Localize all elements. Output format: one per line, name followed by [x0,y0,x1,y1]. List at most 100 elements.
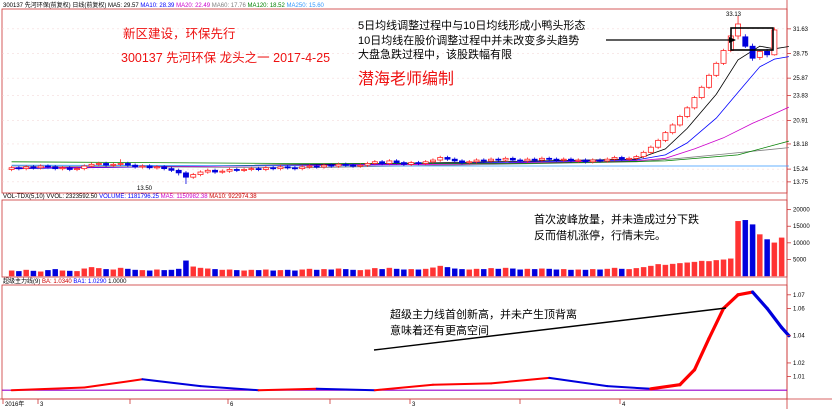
volume-bar [459,269,465,277]
volume-note-line-1: 首次波峰放量，并未造成过分下跌 [534,212,699,226]
volume-bar [313,269,320,277]
indicator-tick-label: 1.07 [793,293,805,299]
legend-entry: MA120: 18.52 [247,3,286,9]
volume-bar [415,269,422,277]
legend-entry: MA60: 17.76 [212,3,248,9]
legend-entry: BA1: 1.0290 [73,279,108,285]
volume-bar [611,267,618,277]
candle-body [59,167,66,170]
candle-body [509,157,516,161]
volume-bar [422,268,429,277]
volume-bar [96,268,102,277]
price-note-line-2: 10日均线在股价调整过程中并未改变多头趋势 [358,33,579,47]
indicator-segment [780,325,791,338]
candle-body [669,124,676,134]
candle-body [749,45,756,59]
date-tick-label: 6 [230,402,234,408]
candle-body [444,157,451,160]
volume-bar [655,264,661,277]
candle-body [415,162,422,165]
candle-body [66,167,73,170]
volume-bar [510,268,516,277]
volume-bar [691,261,698,277]
candle-body [560,158,567,161]
candle-body [735,23,741,37]
candle-body [161,166,168,170]
volume-bar [524,268,531,277]
candle-body [698,86,705,98]
volume-bar [255,270,262,277]
candle-body [335,163,342,167]
volume-bar [292,270,298,277]
price-tick-label: 18.18 [793,142,809,148]
volume-bar [662,264,669,277]
volume-bar [546,268,552,277]
candle-body [480,159,487,162]
volume-bar [350,269,356,277]
candle-body [473,159,480,163]
volume-bar [401,269,407,277]
volume-bar [539,268,545,277]
volume-bar [677,263,683,277]
indicator-segment [199,385,260,392]
candle-body [553,158,560,161]
candle-body [611,157,618,160]
volume-bar [553,269,560,277]
volume-bar [8,270,15,277]
candle-body [255,168,262,171]
volume-bar [590,269,596,277]
volume-bar [749,224,756,277]
indicator-segment [606,385,652,390]
indicator-segment [721,293,740,310]
candle-body [618,157,625,160]
indicator-segment [10,386,86,392]
candle-body [633,156,640,159]
candle-body [393,160,400,164]
candle-body [756,50,763,58]
candle-body [190,174,197,178]
candle-body [626,157,633,160]
volume-bar [306,268,313,277]
volume-bar [386,267,393,277]
indicator-segment [736,290,755,297]
candle-body [706,74,712,88]
candle-body [764,50,771,56]
candle-body [459,160,465,164]
candle-body [52,166,59,170]
legend-entry: MA5: 29.57 [108,3,140,9]
candle-body [568,158,574,162]
indicator-segment [490,376,551,385]
candle-body [684,107,691,117]
indicator-note-line-1: 超级主力线首创新高，并未产生顶背离 [390,307,577,321]
candle-body [531,158,538,161]
volume-bar [393,268,400,277]
volume-bar [241,270,247,277]
volume-bar [626,269,632,277]
candle-body [95,163,102,165]
candle-body [197,171,204,175]
volume-bar [183,260,189,277]
volume-bar [669,263,676,277]
volume-bar [430,267,436,277]
volume-bar [619,268,625,277]
date-tick-label: 2016年 [5,400,24,408]
volume-bar [597,269,603,277]
candle-body [270,167,277,170]
date-tick-label: 4 [622,402,626,408]
volume-bar [575,269,581,277]
candle-body [45,165,51,168]
volume-bar [52,269,58,277]
volume-bar [226,269,233,277]
candle-body [306,165,313,168]
candle-body [662,132,669,141]
volume-bar [154,269,160,277]
candle-body [466,161,473,164]
volume-bar [74,271,80,277]
indicator-segment [141,378,202,388]
volume-note-line-2: 反而借机涨停，行情未完。 [534,228,666,242]
indicator-tick-label: 1.06 [793,306,805,312]
volume-bar [735,221,741,277]
volume-bar [219,269,226,277]
